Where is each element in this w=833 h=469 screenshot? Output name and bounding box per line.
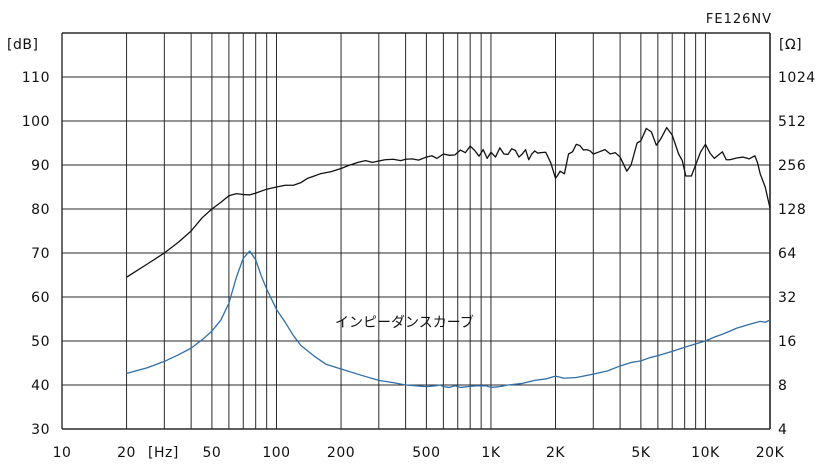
x-tick-label: 50 — [202, 445, 221, 461]
x-tick-label: 100 — [262, 445, 290, 461]
y-axis-left-unit: [dB] — [7, 37, 38, 53]
y-right-tick-label: 64 — [778, 246, 797, 262]
x-tick-label: 200 — [327, 445, 355, 461]
y-axis-right-unit: [Ω] — [779, 37, 802, 53]
y-left-tick-label: 70 — [31, 246, 50, 262]
grid — [61, 32, 771, 430]
y-right-tick-label: 256 — [778, 158, 806, 174]
y-right-tick-label: 4 — [778, 422, 787, 438]
y-right-tick-label: 1024 — [778, 70, 816, 86]
x-tick-label: 20 — [117, 445, 136, 461]
y-right-tick-label: 8 — [778, 378, 787, 394]
x-tick-label: 10K — [691, 445, 720, 461]
y-right-tick-label: 32 — [778, 290, 797, 306]
x-tick-label: 10 — [53, 445, 72, 461]
impedance-curve-label: インピーダンスカーブ — [335, 314, 474, 331]
y-left-tick-label: 110 — [22, 70, 50, 86]
y-left-tick-label: 90 — [31, 158, 50, 174]
frequency-response-line — [126, 126, 771, 278]
y-left-tick-label: 50 — [31, 334, 50, 350]
x-axis-unit: [Hz] — [148, 445, 179, 461]
impedance-curve-line — [126, 250, 771, 389]
y-left-tick-label: 60 — [31, 290, 50, 306]
chart-title: FE126NV — [706, 12, 772, 27]
y-right-tick-label: 128 — [778, 202, 806, 218]
x-tick-label: 2K — [546, 445, 565, 461]
series-group — [126, 126, 771, 389]
x-tick-label: 500 — [412, 445, 440, 461]
y-left-tick-label: 40 — [31, 378, 50, 394]
y-left-tick-label: 30 — [31, 422, 50, 438]
y-left-tick-label: 100 — [22, 114, 50, 130]
y-right-tick-label: 512 — [778, 114, 806, 130]
y-left-tick-label: 80 — [31, 202, 50, 218]
x-tick-label: 20K — [756, 445, 785, 461]
y-right-tick-label: 16 — [778, 334, 797, 350]
tick-labels: 10 20 50 100 200 500 1K 2K 5K 10K 20K 30 40 50 60 70 80 9… — [22, 70, 816, 461]
x-tick-label: 5K — [631, 445, 650, 461]
x-tick-label: 1K — [481, 445, 500, 461]
